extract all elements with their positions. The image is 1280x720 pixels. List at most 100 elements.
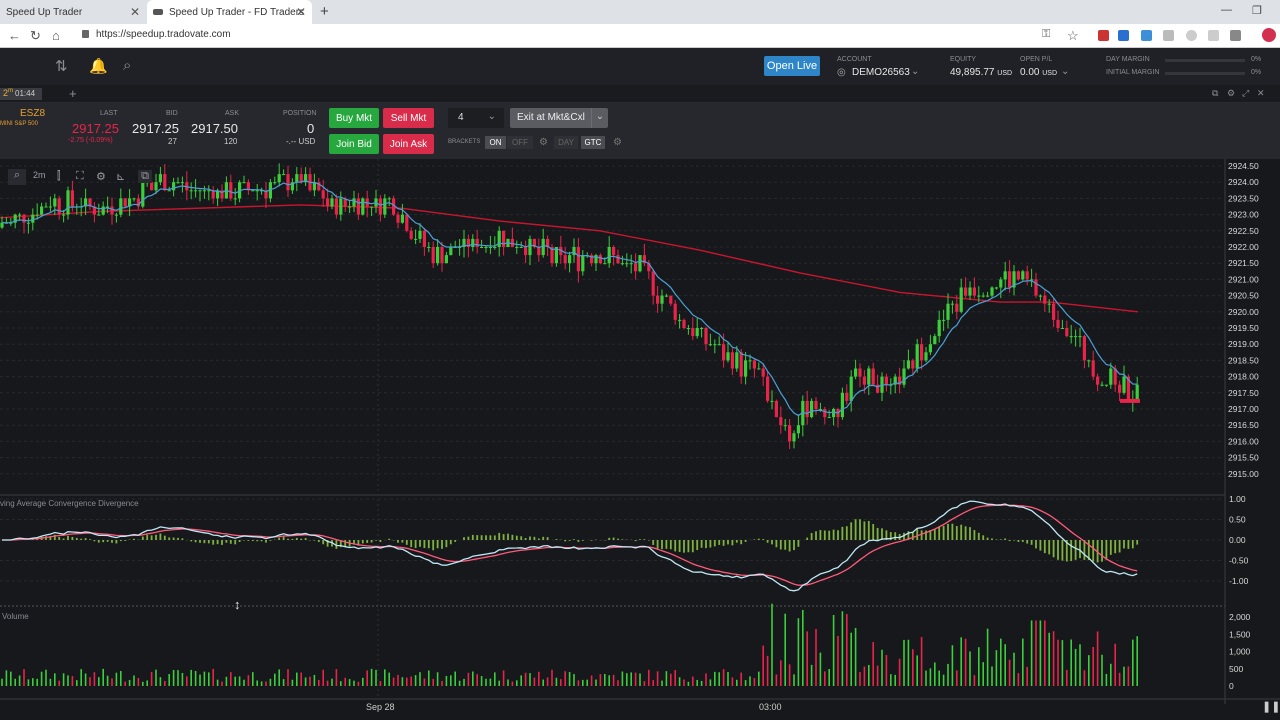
url-field[interactable]: https://speedup.tradovate.com: [96, 29, 231, 40]
brackets-off-toggle[interactable]: OFF: [507, 136, 533, 149]
gear-icon[interactable]: ⚙: [1227, 88, 1236, 98]
candle: [796, 425, 800, 434]
module-tab[interactable]: 2m 01:44: [0, 88, 42, 100]
close-icon[interactable]: ✕: [129, 5, 140, 19]
candle: [392, 198, 396, 215]
zoom-icon[interactable]: ⌕: [8, 169, 26, 185]
extension-icon[interactable]: [1208, 30, 1219, 41]
candle: [1109, 368, 1113, 385]
candle: [260, 190, 264, 192]
candle: [202, 190, 206, 192]
candle: [761, 368, 765, 377]
candle: [559, 247, 563, 256]
transfer-icon[interactable]: ⇅: [55, 58, 68, 75]
search-icon[interactable]: ⌕: [123, 57, 132, 74]
macd-title: ving Average Convergence Divergence: [0, 499, 139, 508]
price-chart[interactable]: 2924.50 2924.00 2923.50 2923.00 2922.50 2922.…: [0, 159, 1280, 720]
new-tab-icon[interactable]: +: [320, 3, 329, 20]
home-icon[interactable]: ⌂: [52, 28, 60, 43]
candle: [849, 376, 853, 401]
candle: [576, 247, 580, 272]
candle: [1030, 279, 1034, 281]
chevron-down-icon[interactable]: ⌄: [591, 108, 608, 128]
ema-slow-layer: [0, 204, 1139, 313]
bell-icon[interactable]: 🔔: [89, 58, 108, 75]
interval-selector[interactable]: 2m: [33, 170, 46, 180]
candle: [546, 238, 550, 247]
add-module-icon[interactable]: +: [69, 86, 77, 101]
extension-icon[interactable]: [1186, 30, 1197, 41]
crosshair-icon[interactable]: ⛶: [76, 170, 84, 182]
extension-icon[interactable]: [1098, 30, 1109, 41]
minimize-icon[interactable]: —: [1221, 4, 1232, 16]
candle: [1113, 368, 1117, 385]
account-label: ACCOUNT: [837, 56, 872, 63]
copy-icon[interactable]: ⧉: [138, 170, 152, 183]
chart-area[interactable]: [0, 159, 1280, 720]
gear-icon[interactable]: ⚙: [539, 137, 548, 148]
extension-icon[interactable]: [1163, 30, 1174, 41]
candle: [810, 400, 814, 418]
symbol[interactable]: ESZ8: [20, 108, 46, 119]
candle: [1016, 271, 1020, 280]
price-tick-label: 2923.00: [1228, 210, 1259, 220]
buy-mkt-button[interactable]: Buy Mkt: [329, 108, 379, 128]
quantity-input[interactable]: 4 ⌄: [448, 108, 504, 128]
join-bid-button[interactable]: Join Bid: [329, 134, 379, 154]
chevron-down-icon[interactable]: ⌄: [1061, 66, 1070, 77]
candle-type-icon[interactable]: ⫿: [57, 170, 61, 182]
extension-icon[interactable]: [1230, 30, 1241, 41]
bid-value: 2917.25: [132, 121, 179, 136]
candle: [515, 247, 519, 248]
star-icon[interactable]: ☆: [1067, 28, 1079, 43]
candle: [158, 174, 162, 183]
candle: [598, 255, 602, 264]
candle: [114, 214, 118, 216]
candle: [1087, 360, 1091, 362]
bid-size: 27: [168, 137, 177, 146]
last-value: 2917.25: [72, 121, 119, 136]
candle: [92, 206, 96, 215]
back-icon[interactable]: ←: [8, 28, 21, 43]
candle: [730, 352, 734, 369]
close-icon[interactable]: ✕: [295, 5, 306, 19]
reload-icon[interactable]: ↻: [30, 28, 41, 43]
browser-tab-active[interactable]: Speed Up Trader - FD Traders ✕: [147, 0, 312, 24]
volume-tick-label: 2,000: [1229, 612, 1251, 622]
popout-icon[interactable]: ⤢: [1242, 88, 1250, 98]
price-tick-label: 2919.00: [1228, 339, 1259, 349]
exit-at-mkt-cxl-button[interactable]: Exit at Mkt&Cxl ⌄: [510, 108, 608, 128]
candle: [62, 214, 66, 216]
candle: [651, 271, 655, 296]
candle: [1052, 303, 1056, 320]
gear-icon[interactable]: ⚙: [613, 137, 622, 148]
brackets-on-toggle[interactable]: ON: [485, 136, 506, 149]
gear-icon[interactable]: ⚙: [96, 171, 106, 183]
candle: [673, 303, 677, 320]
volume-tick-label: 1,000: [1229, 647, 1251, 657]
candle: [295, 174, 299, 183]
volume-title: Volume: [2, 612, 29, 621]
extension-icon[interactable]: [1118, 30, 1129, 41]
key-icon[interactable]: ⚿: [1042, 28, 1051, 40]
candle: [625, 263, 629, 265]
drawing-tool-icon[interactable]: ⊾: [116, 171, 126, 183]
pause-icon[interactable]: ❚❚: [1262, 701, 1280, 713]
tif-day-toggle[interactable]: DAY: [554, 136, 578, 149]
close-icon[interactable]: ✕: [1257, 88, 1265, 98]
candle: [616, 255, 620, 264]
chevron-down-icon[interactable]: ⌄: [911, 66, 920, 77]
candle: [691, 328, 695, 337]
sell-mkt-button[interactable]: Sell Mkt: [383, 108, 434, 128]
extension-icon[interactable]: [1141, 30, 1152, 41]
join-ask-button[interactable]: Join Ask: [383, 134, 434, 154]
layout-icon[interactable]: ⧉: [1212, 88, 1219, 98]
open-live-button[interactable]: Open Live: [764, 56, 820, 76]
candle: [590, 255, 594, 264]
price-tick-label: 2921.00: [1228, 274, 1259, 284]
avatar[interactable]: [1262, 28, 1276, 42]
browser-tab[interactable]: Speed Up Trader ✕: [0, 0, 146, 24]
maximize-icon[interactable]: ❐: [1252, 5, 1262, 17]
account-selector[interactable]: DEMO26563: [852, 67, 910, 78]
tif-gtc-toggle[interactable]: GTC: [581, 136, 605, 149]
